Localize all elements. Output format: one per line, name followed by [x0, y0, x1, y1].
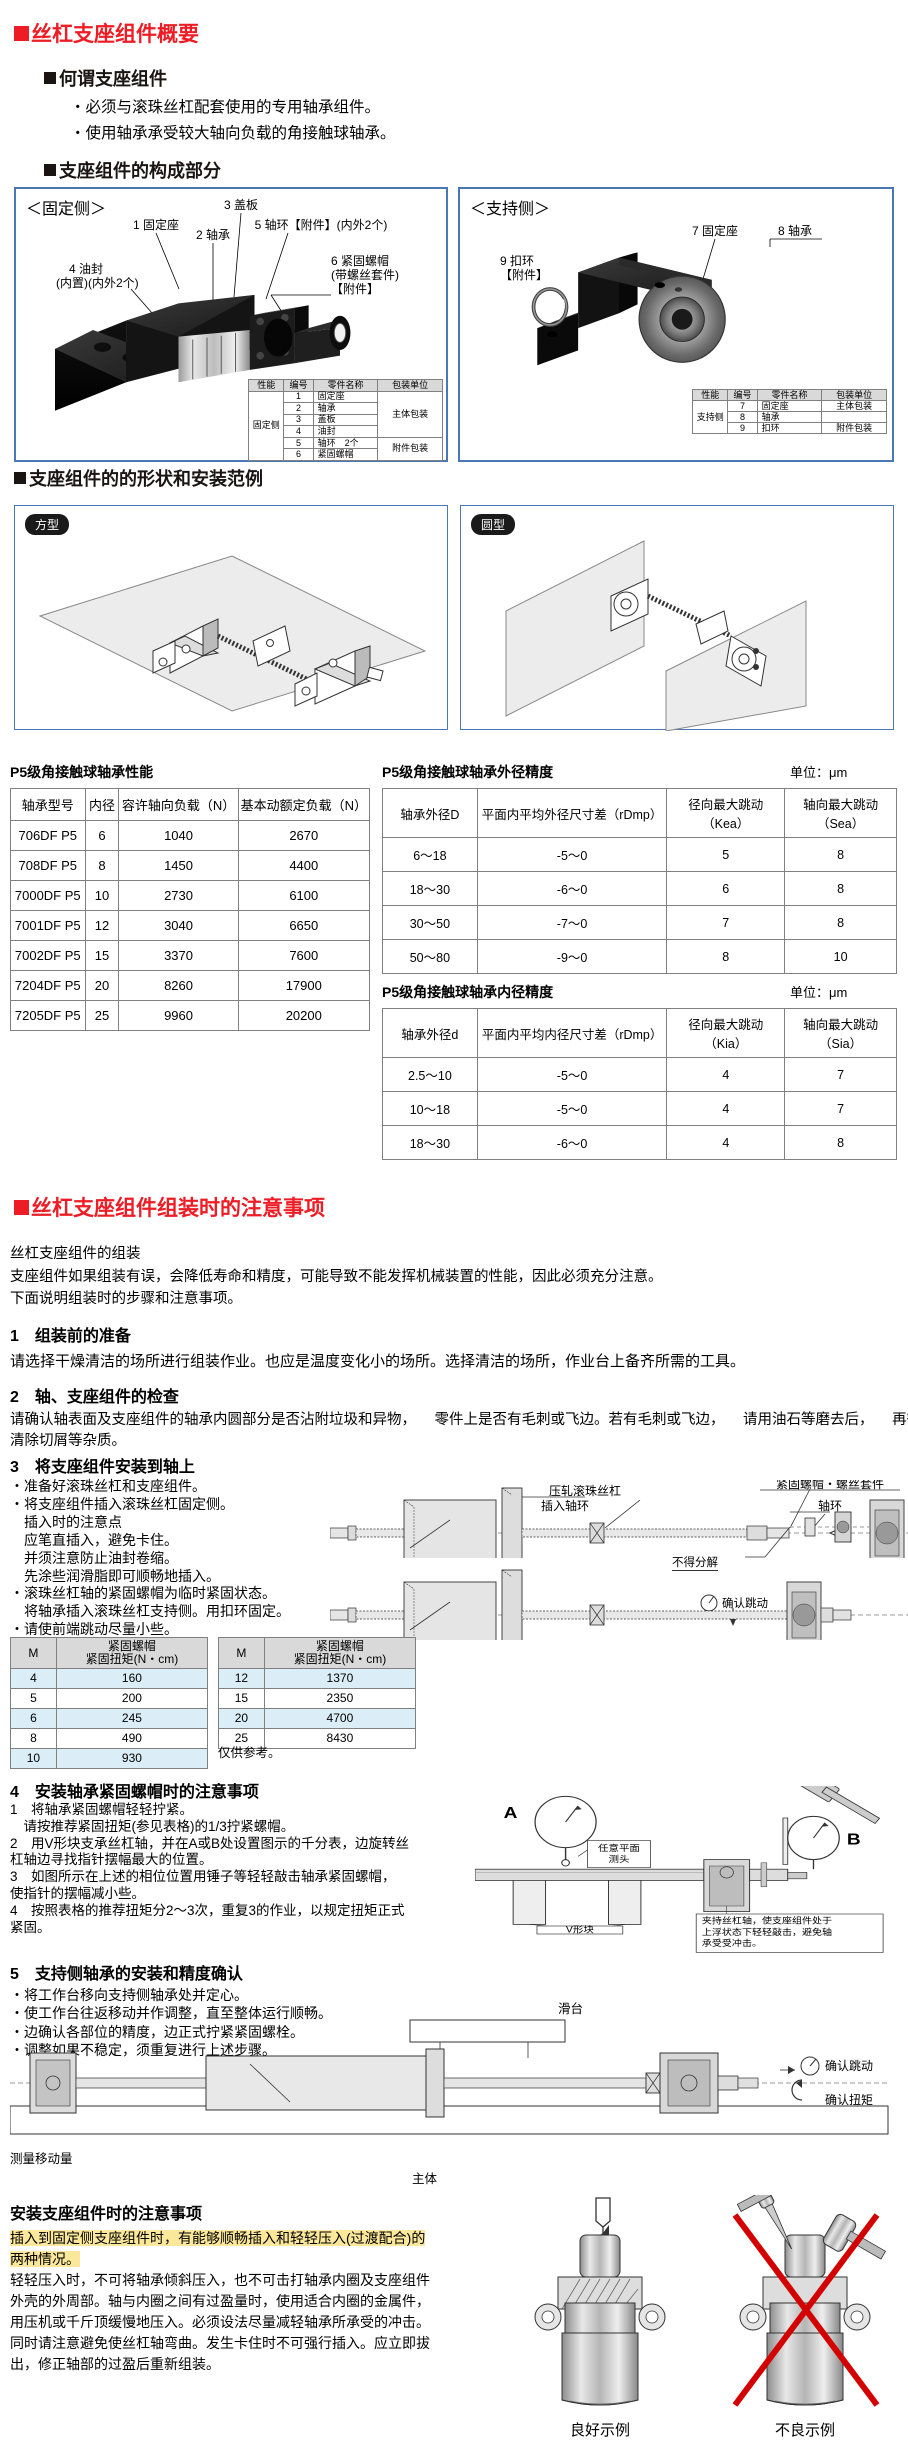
svg-text:承受受冲击。: 承受受冲击。: [702, 1938, 762, 1948]
svg-text:任意平面: 任意平面: [598, 1842, 640, 1854]
svg-text:6 紧固螺帽: 6 紧固螺帽: [331, 253, 389, 268]
svg-text:压轧滚珠丝杠: 压轧滚珠丝杠: [549, 1483, 621, 1498]
svg-text:确认扭矩: 确认扭矩: [825, 2093, 873, 2107]
svg-text:2 轴承: 2 轴承: [196, 227, 230, 242]
svg-text:确认跳动: 确认跳动: [825, 2059, 873, 2073]
svg-text:3 盖板: 3 盖板: [224, 198, 258, 212]
svg-text:1 固定座: 1 固定座: [133, 217, 179, 232]
svg-text:良好示例: 良好示例: [570, 2422, 630, 2439]
svg-text:不良示例: 不良示例: [775, 2422, 835, 2439]
svg-text:插入轴环: 插入轴环: [541, 1498, 589, 1513]
svg-text:B: B: [847, 1830, 861, 1848]
svg-text:7 固定座: 7 固定座: [692, 223, 738, 238]
svg-text:V形块: V形块: [566, 1924, 594, 1935]
svg-text:紧固螺帽・螺丝套件: 紧固螺帽・螺丝套件: [776, 1480, 884, 1491]
svg-text:A: A: [504, 1803, 518, 1821]
svg-text:5 轴环【附件】(内外2个): 5 轴环【附件】(内外2个): [255, 217, 388, 232]
svg-text:夹持丝杠轴，使支座组件处于: 夹持丝杠轴，使支座组件处于: [702, 1915, 832, 1925]
svg-text:上浮状态下轻轻敲击，避免轴: 上浮状态下轻轻敲击，避免轴: [702, 1927, 832, 1937]
svg-text:测头: 测头: [608, 1854, 629, 1865]
svg-text:8 轴承: 8 轴承: [778, 223, 812, 238]
